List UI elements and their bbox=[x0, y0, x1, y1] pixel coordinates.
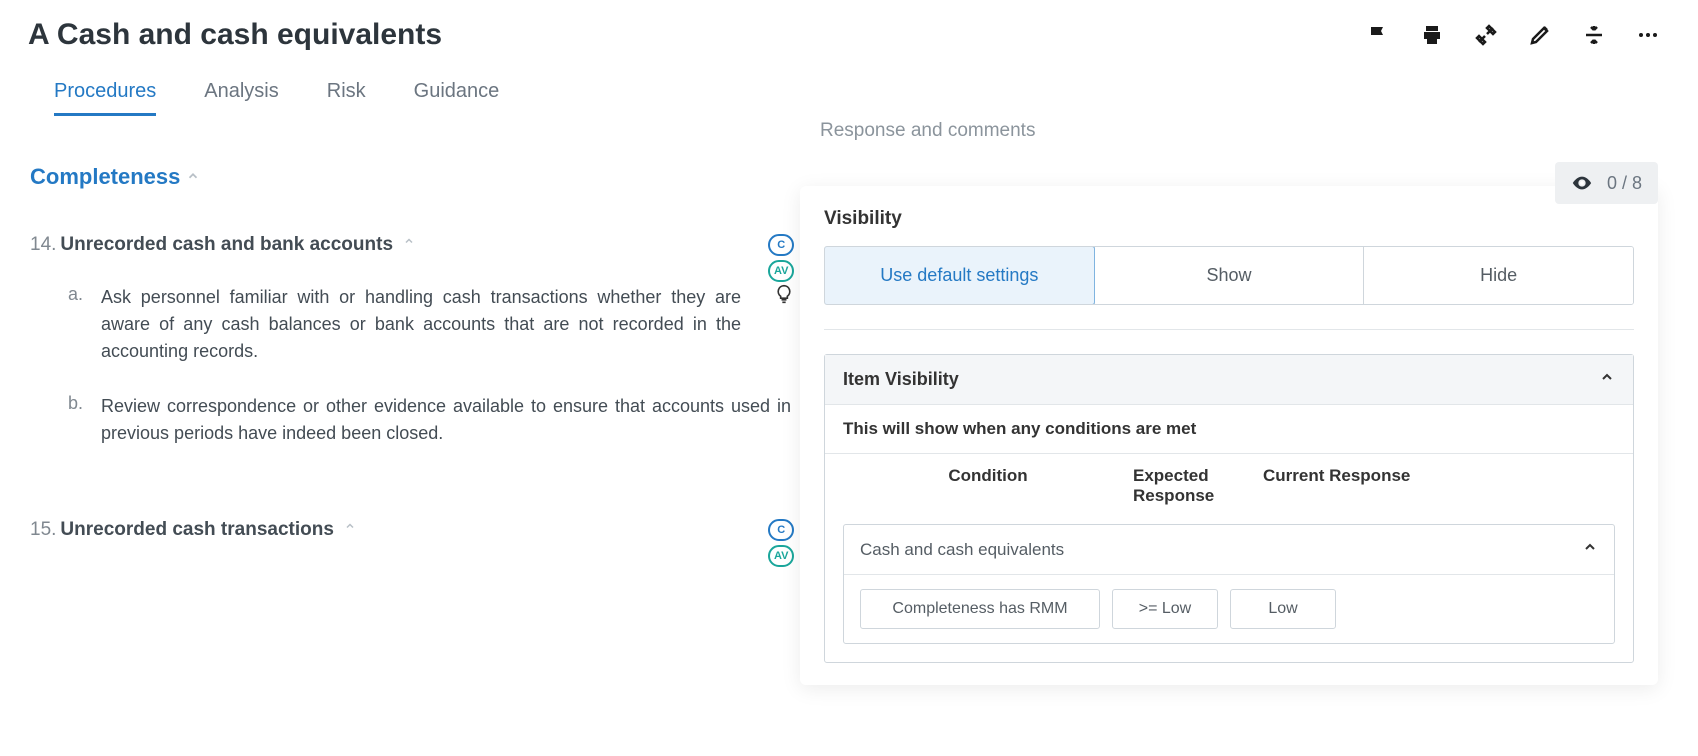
header-toolbar bbox=[1366, 23, 1670, 47]
sub-text: Ask personnel familiar with or handling … bbox=[101, 284, 741, 365]
seg-use-default[interactable]: Use default settings bbox=[824, 246, 1095, 305]
chevron-up-icon bbox=[186, 167, 200, 188]
sub-letter: a. bbox=[68, 284, 83, 365]
chevron-up-icon bbox=[403, 234, 415, 252]
condition-name[interactable]: Completeness has RMM bbox=[860, 589, 1100, 629]
col-condition: Condition bbox=[843, 466, 1133, 506]
page-title-prefix: A bbox=[28, 18, 49, 51]
tab-analysis[interactable]: Analysis bbox=[204, 80, 278, 116]
condition-current[interactable]: Low bbox=[1230, 589, 1336, 629]
page-title: A Cash and cash equivalents bbox=[28, 18, 442, 52]
condition-group-header[interactable]: Cash and cash equivalents bbox=[844, 525, 1614, 575]
tab-risk[interactable]: Risk bbox=[327, 80, 366, 116]
section-completeness[interactable]: Completeness bbox=[30, 116, 800, 190]
visibility-counter-value: 0 / 8 bbox=[1607, 173, 1642, 194]
lightbulb-icon[interactable] bbox=[774, 284, 794, 309]
seg-show[interactable]: Show bbox=[1094, 247, 1364, 304]
condition-group-title: Cash and cash equivalents bbox=[860, 540, 1064, 560]
item-title: Unrecorded cash transactions bbox=[60, 519, 333, 541]
tools-icon[interactable] bbox=[1474, 23, 1498, 47]
procedure-item-15[interactable]: 15. Unrecorded cash transactions bbox=[30, 475, 800, 541]
item-number: 15. bbox=[30, 519, 56, 541]
seg-hide[interactable]: Hide bbox=[1363, 247, 1633, 304]
sub-text: Review correspondence or other evidence … bbox=[101, 393, 791, 447]
tab-guidance[interactable]: Guidance bbox=[414, 80, 500, 116]
col-expected: Expected Response bbox=[1133, 466, 1263, 506]
conditions-columns: Condition Expected Response Current Resp… bbox=[825, 454, 1633, 524]
condition-group: Cash and cash equivalents Completeness h… bbox=[843, 524, 1615, 644]
flag-icon[interactable] bbox=[1366, 23, 1390, 47]
tab-procedures[interactable]: Procedures bbox=[54, 80, 156, 116]
item-visibility-header[interactable]: Item Visibility bbox=[825, 355, 1633, 405]
procedure-item-14[interactable]: 14. Unrecorded cash and bank accounts bbox=[30, 190, 800, 256]
visibility-panel: Visibility Use default settings Show Hid… bbox=[800, 186, 1658, 685]
more-icon[interactable] bbox=[1636, 23, 1660, 47]
page-title-text: Cash and cash equivalents bbox=[57, 18, 442, 51]
badge-av: AV bbox=[768, 545, 794, 567]
badge-c: C bbox=[768, 519, 794, 541]
visibility-counter[interactable]: 0 / 8 bbox=[1555, 162, 1658, 204]
item-badges: C AV bbox=[768, 519, 794, 567]
section-title-text: Completeness bbox=[30, 164, 180, 190]
col-current: Current Response bbox=[1263, 466, 1615, 506]
chevron-up-icon bbox=[1582, 539, 1598, 560]
collapse-icon[interactable] bbox=[1582, 23, 1606, 47]
chevron-up-icon bbox=[344, 519, 356, 537]
visibility-segmented-control: Use default settings Show Hide bbox=[824, 246, 1634, 305]
eye-icon bbox=[1571, 172, 1593, 194]
edit-icon[interactable] bbox=[1528, 23, 1552, 47]
condition-expected[interactable]: >= Low bbox=[1112, 589, 1218, 629]
condition-row: Completeness has RMM >= Low Low bbox=[844, 575, 1614, 643]
sub-item-b: b. Review correspondence or other eviden… bbox=[68, 393, 800, 475]
item-visibility-card: Item Visibility This will show when any … bbox=[824, 354, 1634, 663]
item-visibility-title: Item Visibility bbox=[843, 369, 959, 390]
response-section-label: Response and comments bbox=[800, 116, 1658, 142]
item-number: 14. bbox=[30, 234, 56, 256]
conditions-intro: This will show when any conditions are m… bbox=[825, 405, 1633, 454]
visibility-heading: Visibility bbox=[824, 208, 1634, 230]
print-icon[interactable] bbox=[1420, 23, 1444, 47]
tab-bar: Procedures Analysis Risk Guidance bbox=[0, 52, 1698, 116]
chevron-up-icon bbox=[1599, 369, 1615, 390]
sub-letter: b. bbox=[68, 393, 83, 447]
item-title: Unrecorded cash and bank accounts bbox=[60, 234, 393, 256]
divider bbox=[824, 329, 1634, 330]
sub-item-a: a. Ask personnel familiar with or handli… bbox=[68, 284, 800, 393]
badge-c: C bbox=[768, 234, 794, 256]
